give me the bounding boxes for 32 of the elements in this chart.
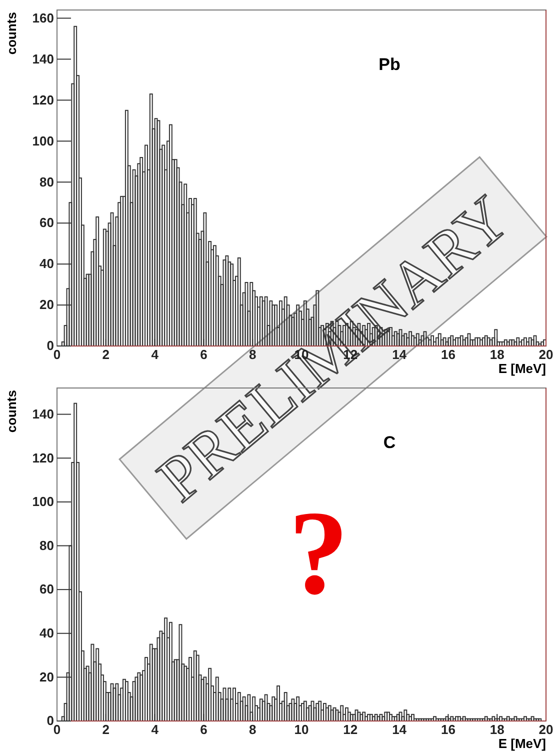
x-tick-label: 10: [294, 722, 309, 738]
y-tick-label: 80: [40, 174, 54, 190]
x-tick-label: 20: [538, 347, 554, 362]
y-axis-title: counts: [4, 390, 19, 433]
y-tick-label: 60: [40, 215, 54, 230]
y-tick-label: 20: [40, 669, 54, 684]
y-tick-label: 20: [40, 297, 54, 312]
y-tick-label: 120: [32, 450, 54, 466]
y-tick-label: 140: [32, 406, 54, 422]
x-tick-label: 16: [440, 722, 456, 738]
x-tick-label: 6: [200, 722, 208, 738]
x-tick-label: 12: [343, 722, 358, 738]
annotation: ?: [288, 486, 349, 619]
x-tick-label: 2: [102, 722, 110, 738]
x-tick-label: 8: [248, 722, 256, 738]
x-tick-label: 14: [392, 722, 408, 738]
y-axis-title: counts: [4, 12, 19, 55]
x-tick-label: 18: [490, 722, 504, 738]
y-tick-label: 60: [40, 582, 54, 597]
y-tick-label: 40: [40, 256, 54, 272]
y-tick-label: 100: [32, 494, 54, 510]
y-tick-label: 100: [32, 133, 54, 148]
x-axis-title: E [MeV]: [498, 736, 546, 751]
x-tick-label: 2: [102, 347, 110, 362]
y-tick-label: 80: [40, 538, 54, 553]
y-tick-label: 120: [32, 92, 54, 108]
x-tick-label: 20: [538, 722, 554, 738]
x-tick-label: 4: [151, 722, 160, 738]
text: Pb: [378, 55, 400, 74]
y-tick-label: 40: [40, 626, 54, 641]
y-tick-label: 140: [32, 51, 54, 66]
y-tick-label: 160: [32, 10, 54, 26]
